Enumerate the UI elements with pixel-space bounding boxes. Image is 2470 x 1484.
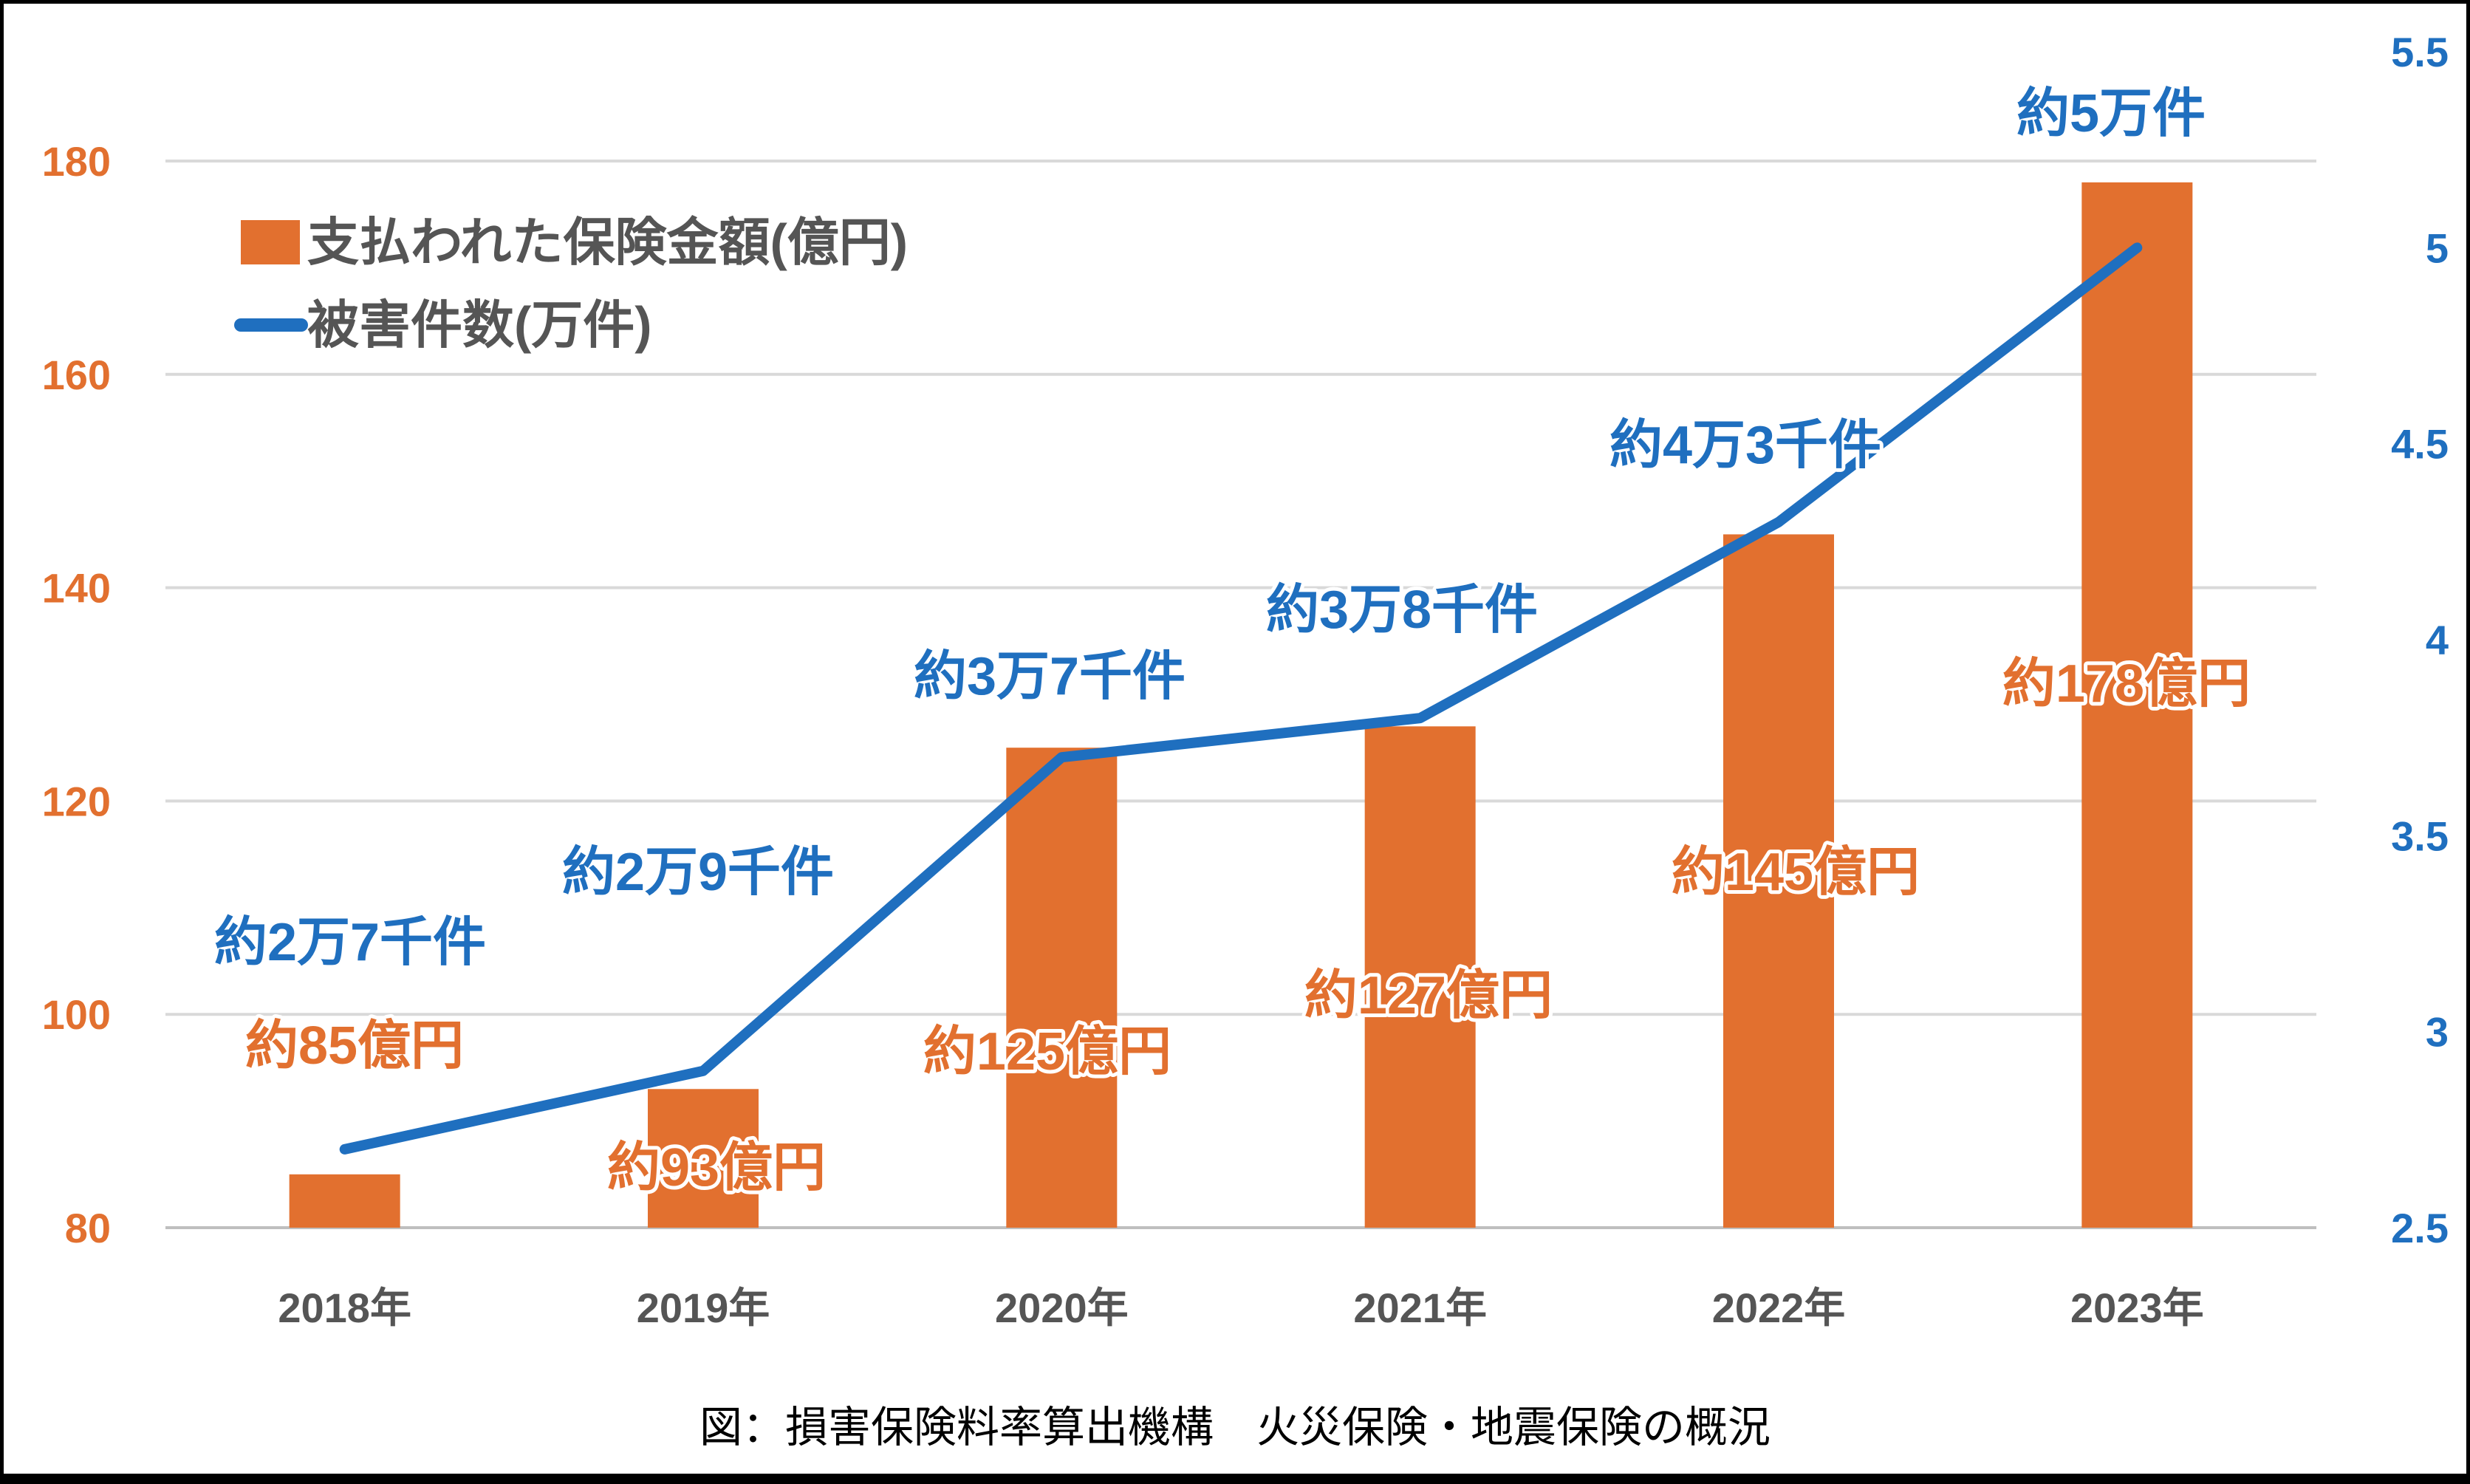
x-tick-label: 2020年: [995, 1285, 1129, 1331]
x-tick-label: 2022年: [1712, 1285, 1846, 1331]
bar-data-label: 約145億円: [1672, 843, 1920, 902]
data-labels: 約2万7千件約2万9千件約3万7千件約3万8千件約4万3千件約5万件約85億円約…: [211, 81, 2254, 1201]
x-tick-label: 2018年: [278, 1285, 411, 1331]
caption: 図：損害保険料率算出機構 火災保険・地震保険の概況: [699, 1403, 1771, 1451]
bar-data-label: 約125億円: [923, 1022, 1171, 1081]
x-tick-label: 2019年: [637, 1285, 770, 1331]
line-data-label: 約2万7千件: [214, 913, 486, 972]
legend-bar-label: 支払われた保険金額(億円): [307, 213, 908, 271]
x-tick-label: 2023年: [2070, 1285, 2204, 1331]
line-data-label: 約4万3千件: [1609, 416, 1881, 475]
legend-bar-swatch: [241, 220, 300, 264]
y-left-tick-label: 120: [42, 778, 111, 824]
axis-ticks: 80 100 120 140 160 180 2.5 3 3.5 4 4.5 5 5.5 2018年 201…: [42, 29, 2449, 1331]
line-data-label: 約2万9千件: [562, 843, 834, 902]
line-data-label: 約3万8千件: [1266, 581, 1538, 640]
y-right-tick-label: 5: [2426, 225, 2449, 271]
y-left-tick-label: 80: [65, 1205, 111, 1251]
line-path: [339, 242, 2143, 1155]
bar: [648, 1089, 759, 1228]
y-right-tick-label: 3: [2426, 1009, 2449, 1056]
y-right-tick-label: 2.5: [2391, 1205, 2449, 1251]
y-right-tick-label: 4.5: [2391, 421, 2449, 468]
bar-data-label: 約127億円: [1304, 966, 1553, 1025]
bar-data-label: 約93億円: [607, 1138, 826, 1197]
gridlines: [165, 160, 2316, 1229]
bars: [289, 182, 2193, 1228]
y-right-tick-label: 5.5: [2391, 29, 2449, 75]
y-left-tick-label: 160: [42, 352, 111, 398]
bar: [1006, 748, 1118, 1228]
y-left-tick-label: 100: [42, 991, 111, 1038]
line-data-label: 約3万7千件: [914, 647, 1186, 706]
y-right-tick-label: 4: [2426, 617, 2449, 663]
line-series: [339, 242, 2143, 1155]
line-data-label: 約5万件: [2016, 84, 2206, 143]
y-left-tick-label: 140: [42, 565, 111, 612]
y-right-tick-label: 3.5: [2391, 813, 2449, 859]
bar: [1364, 726, 1476, 1228]
bar: [2081, 182, 2193, 1228]
y-left-tick-label: 180: [42, 138, 111, 185]
x-tick-label: 2021年: [1353, 1285, 1487, 1331]
bar-data-label: 約178億円: [2002, 654, 2251, 714]
bar-data-label: 約85億円: [245, 1016, 464, 1076]
bar: [289, 1174, 400, 1228]
bar: [1723, 534, 1834, 1228]
legend-line-label: 被害件数(万件): [307, 296, 652, 354]
legend: 支払われた保険金額(億円) 被害件数(万件): [234, 213, 908, 354]
